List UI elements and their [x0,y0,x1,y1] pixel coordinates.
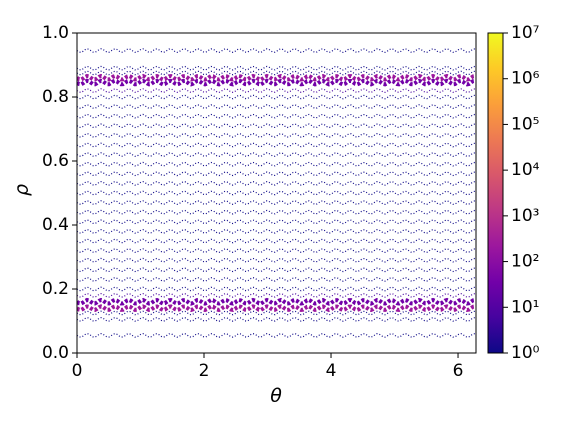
y-tick-label: 0.4 [42,215,69,235]
plot-area [77,48,476,338]
density-row [77,257,476,263]
density-row [77,88,476,94]
density-row [77,171,476,177]
density-row [77,152,476,158]
density-row [77,310,476,316]
colorbar-tick-label: 10⁵ [511,114,539,134]
density-row [77,142,476,148]
density-row [77,180,476,186]
colorbar-tick-label: 10² [511,252,539,272]
density-row [77,78,476,87]
x-tick-label: 4 [326,361,337,381]
y-tick-label: 0.6 [42,151,69,171]
density-row [77,219,476,225]
colorbar-tick-label: 10⁶ [511,69,540,89]
colorbar-tick-label: 10¹ [511,297,539,317]
density-row [77,73,476,82]
y-tick-label: 0.8 [42,87,69,107]
plot-frame [76,32,477,354]
x-axis-label: θ [270,385,282,407]
x-tick-label: 6 [453,361,464,381]
y-tick-label: 1.0 [42,23,69,43]
density-row [77,104,476,110]
density-row [77,161,476,167]
colorbar-tick-label: 10⁴ [511,160,540,180]
colorbar-tick-label: 10⁷ [511,23,540,43]
density-row [77,332,476,338]
density-row [77,292,476,298]
x-tick-label: 0 [72,361,83,381]
density-row [77,276,476,282]
y-axis-label: ρ [11,184,33,196]
x-tick-label: 2 [199,361,210,381]
y-tick-label: 0.0 [42,343,69,363]
density-row [77,286,476,292]
density-row [77,304,476,313]
density-row [77,238,476,244]
density-row [77,209,476,215]
density-row [77,132,476,138]
density-row [77,267,476,273]
density-row [77,48,476,54]
density-row [77,200,476,206]
density-row [77,228,476,234]
density-row [77,316,476,322]
density-row [77,113,476,119]
density-row [77,94,476,100]
density-row [77,297,476,306]
colorbar-tick-label: 10⁰ [511,343,540,363]
colorbar [487,32,504,354]
density-row [77,248,476,254]
colorbar-tick-label: 10³ [511,206,539,226]
density-row [77,123,476,129]
density-row [77,70,476,76]
y-tick-label: 0.2 [42,279,69,299]
density-row [77,190,476,196]
density-row [77,65,476,71]
